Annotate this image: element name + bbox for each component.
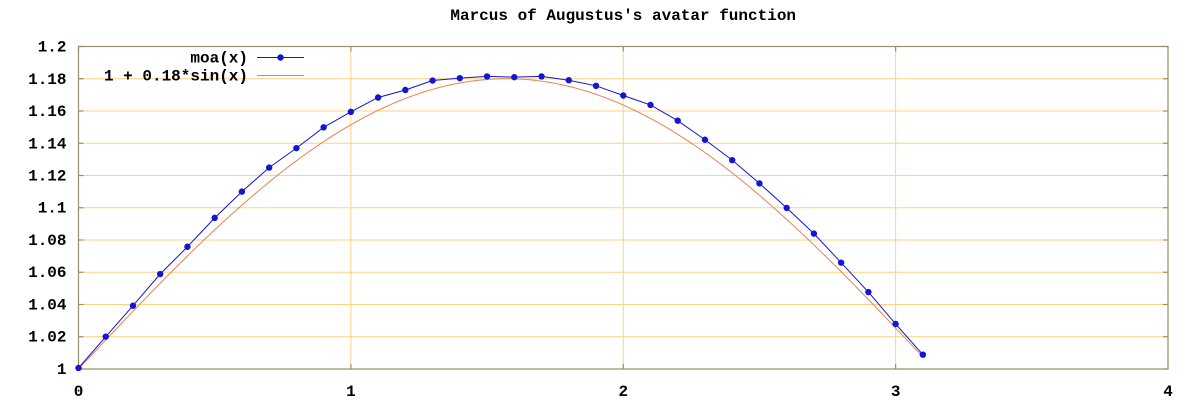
svg-text:1: 1 bbox=[346, 383, 356, 400]
svg-text:1: 1 bbox=[57, 361, 67, 379]
svg-text:0: 0 bbox=[74, 383, 84, 400]
svg-text:moa(x): moa(x) bbox=[190, 50, 248, 68]
svg-text:1.02: 1.02 bbox=[28, 329, 66, 347]
svg-text:1.1: 1.1 bbox=[38, 200, 67, 218]
svg-text:1.14: 1.14 bbox=[28, 135, 67, 153]
svg-text:1.12: 1.12 bbox=[28, 168, 66, 186]
svg-text:3: 3 bbox=[891, 383, 901, 400]
svg-text:4: 4 bbox=[1163, 383, 1173, 400]
svg-text:Marcus of Augustus's avatar fu: Marcus of Augustus's avatar function bbox=[450, 7, 796, 25]
svg-text:2: 2 bbox=[618, 383, 628, 400]
svg-text:1.2: 1.2 bbox=[38, 39, 67, 57]
svg-text:1.16: 1.16 bbox=[28, 103, 66, 121]
svg-text:1.06: 1.06 bbox=[28, 264, 66, 282]
svg-text:1.18: 1.18 bbox=[28, 71, 66, 89]
svg-text:1.04: 1.04 bbox=[28, 297, 67, 315]
svg-text:1 + 0.18*sin(x): 1 + 0.18*sin(x) bbox=[104, 68, 248, 86]
svg-text:1.08: 1.08 bbox=[28, 232, 66, 250]
